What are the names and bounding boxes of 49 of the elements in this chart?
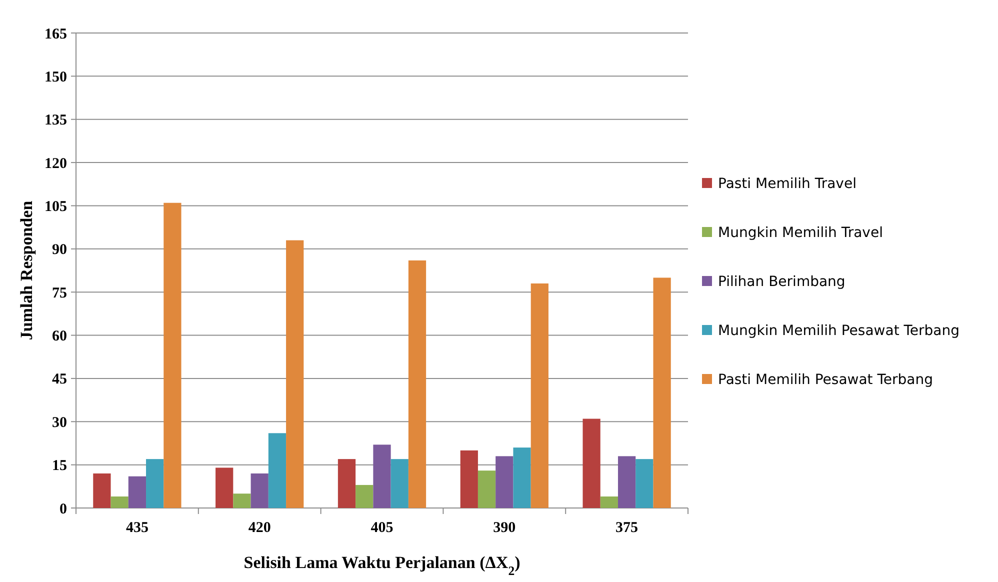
- y-tick-label: 90: [52, 242, 67, 258]
- bar: [338, 459, 356, 508]
- bar: [373, 444, 391, 508]
- x-tick-label: 420: [248, 520, 271, 536]
- bar: [164, 202, 182, 508]
- bar: [390, 459, 408, 508]
- bar: [600, 496, 618, 508]
- bar: [286, 240, 304, 508]
- bar: [460, 450, 478, 508]
- y-tick-label: 0: [60, 501, 67, 518]
- legend-label: Mungkin Memilih Travel: [718, 224, 883, 241]
- y-tick-label: 120: [44, 156, 67, 172]
- bar: [268, 433, 286, 508]
- x-tick-label: 390: [493, 520, 516, 536]
- bar: [216, 468, 234, 508]
- bar: [233, 494, 251, 508]
- y-tick-label: 75: [52, 285, 67, 302]
- x-tick-label: 435: [126, 520, 148, 536]
- y-axis-title: Jumlah Responden: [17, 200, 36, 340]
- bar: [496, 456, 514, 508]
- x-axis-title: Selisih Lama Waktu Perjalanan (ΔX$_{2}$): [244, 553, 520, 578]
- bar: [93, 473, 111, 508]
- y-tick-label: 150: [44, 69, 67, 86]
- bar: [110, 496, 128, 508]
- bar: [618, 456, 636, 508]
- bar: [636, 459, 654, 508]
- x-tick-label: 405: [370, 520, 394, 536]
- bar: [513, 448, 531, 508]
- y-tick-label: 105: [44, 198, 67, 215]
- bar: [653, 278, 671, 508]
- y-tick-label: 45: [52, 372, 67, 388]
- bar: [356, 484, 374, 508]
- legend-label: Mungkin Memilih Pesawat Terbang: [718, 322, 960, 339]
- legend-label: Pilihan Berimbang: [718, 274, 846, 290]
- x-tick-label: 375: [616, 520, 638, 536]
- y-tick-label: 30: [52, 414, 67, 431]
- y-tick-label: 165: [44, 26, 67, 42]
- bar: [250, 473, 268, 508]
- y-tick-label: 15: [52, 458, 67, 474]
- bar: [146, 459, 164, 508]
- bar: [582, 418, 600, 508]
- y-tick-label: 135: [44, 112, 67, 129]
- legend-label: Pasti Memilih Pesawat Terbang: [718, 372, 934, 388]
- bar: [128, 476, 146, 508]
- bar: [408, 260, 426, 508]
- bar: [530, 283, 548, 508]
- bar: [478, 470, 496, 508]
- y-tick-label: 60: [52, 328, 67, 345]
- legend-label: Pasti Memilih Travel: [718, 176, 856, 192]
